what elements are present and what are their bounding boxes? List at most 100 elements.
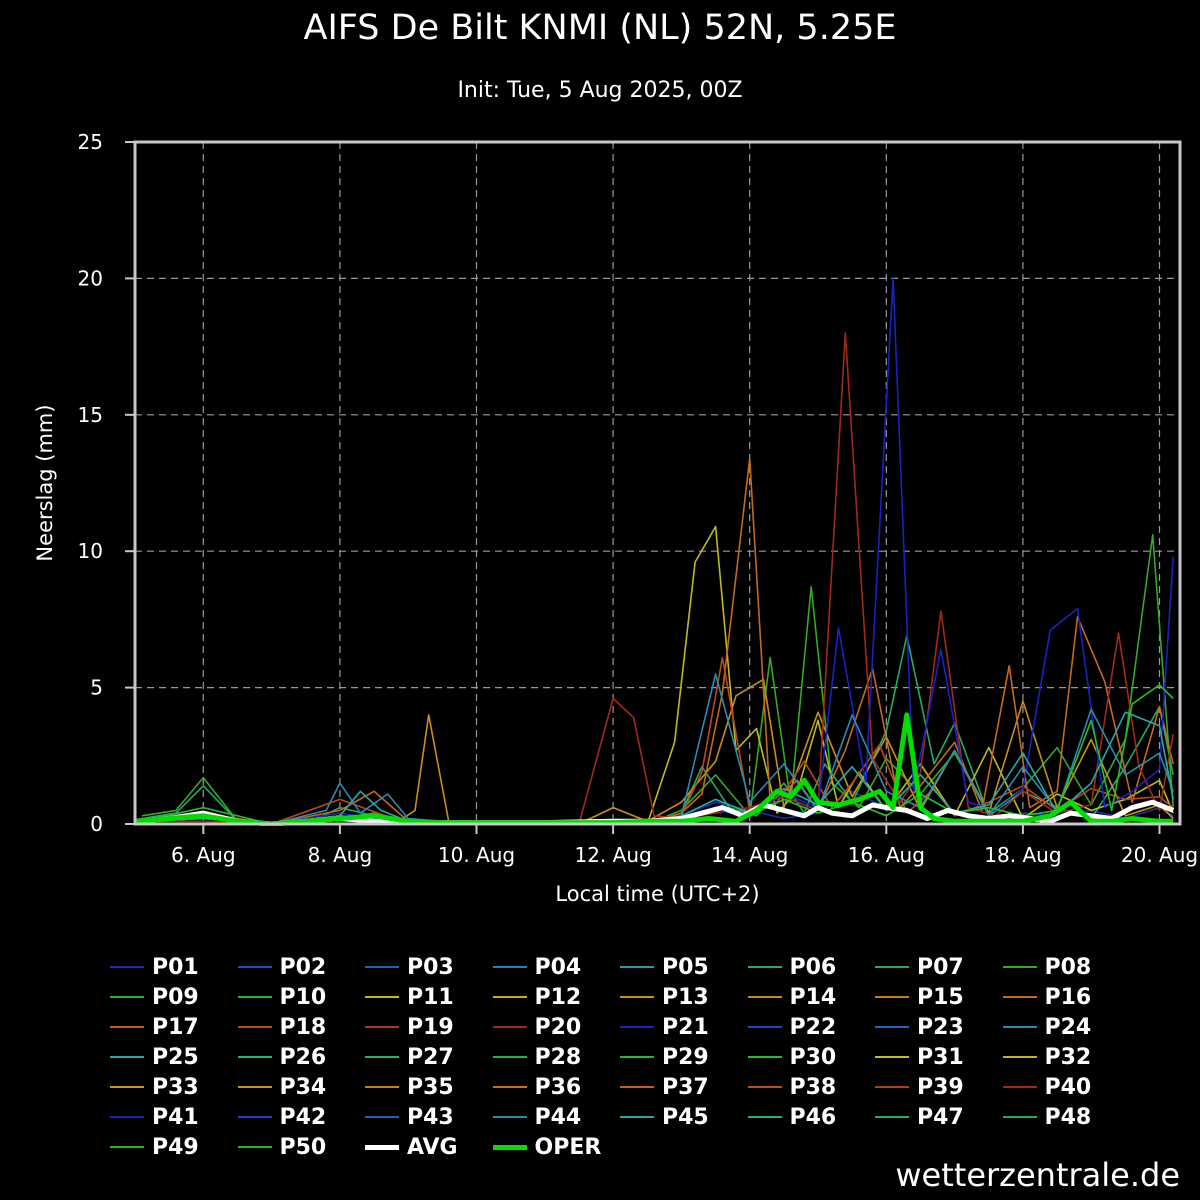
legend-item-p28: P28 (492, 1042, 582, 1072)
y-tick-label: 0 (90, 812, 103, 836)
legend-swatch (492, 1026, 527, 1028)
series-line-p13 (141, 678, 1174, 825)
legend-swatch (365, 1026, 399, 1028)
legend-item-p15: P15 (875, 982, 964, 1012)
x-tick-label: 8. Aug (308, 843, 373, 867)
legend-label: P25 (152, 1044, 199, 1070)
legend-item-p05: P05 (620, 952, 709, 982)
x-tick-label: 10. Aug (438, 843, 515, 867)
legend-label: P46 (789, 1104, 837, 1130)
legend-item-p31: P31 (875, 1042, 964, 1072)
legend-item-p19: P19 (365, 1012, 454, 1042)
x-tick-label: 16. Aug (848, 843, 925, 867)
x-tick-label: 14. Aug (711, 843, 788, 867)
legend-label: P20 (534, 1014, 582, 1040)
legend-label: P12 (534, 984, 582, 1010)
legend-swatch (365, 996, 399, 998)
legend-item-p12: P12 (492, 982, 582, 1012)
legend-swatch (875, 1116, 909, 1118)
legend-label: P08 (1044, 954, 1092, 980)
legend-item-p45: P45 (620, 1102, 709, 1132)
legend-label: P14 (789, 984, 837, 1010)
legend-label: P43 (407, 1104, 454, 1130)
legend-label: P41 (152, 1104, 199, 1130)
legend-swatch (237, 1146, 272, 1148)
legend-swatch (110, 996, 144, 998)
legend-item-p30: P30 (747, 1042, 837, 1072)
legend-label: P42 (279, 1104, 327, 1130)
y-tick-label: 15 (78, 403, 103, 427)
legend-item-p38: P38 (747, 1072, 836, 1102)
legend-item-p22: P22 (747, 1012, 836, 1042)
legend-item-p29: P29 (620, 1042, 709, 1072)
legend-swatch (1002, 996, 1037, 998)
legend-label: P36 (534, 1074, 582, 1100)
legend-label: P35 (407, 1074, 454, 1100)
legend-item-p21: P21 (620, 1012, 709, 1042)
legend-swatch (492, 1144, 527, 1150)
legend-item-p48: P48 (1002, 1102, 1092, 1132)
legend-swatch (747, 1116, 782, 1118)
legend-item-p44: P44 (492, 1102, 581, 1132)
legend-swatch (620, 1056, 654, 1058)
series-line-p30 (141, 684, 1174, 825)
legend-item-p39: P39 (875, 1072, 964, 1102)
legend-swatch (1002, 1056, 1037, 1058)
legend-label: P04 (534, 954, 582, 980)
series-line-p16 (141, 457, 1174, 825)
legend-label: P02 (279, 954, 327, 980)
legend-item-p25: P25 (110, 1042, 199, 1072)
legend-label: P40 (1044, 1074, 1092, 1100)
legend-label: P32 (1044, 1044, 1092, 1070)
legend-swatch (1002, 1116, 1037, 1118)
legend-label: P28 (534, 1044, 582, 1070)
x-tick-label: 20. Aug (1121, 843, 1198, 867)
chart-subtitle: Init: Tue, 5 Aug 2025, 00Z (457, 78, 743, 103)
legend-swatch (747, 996, 782, 998)
legend-label: P05 (662, 954, 709, 980)
legend-item-oper: OPER (492, 1132, 601, 1162)
legend-label: P03 (407, 954, 454, 980)
legend-label: P06 (789, 954, 837, 980)
legend-swatch (365, 1116, 399, 1118)
legend-label: P30 (789, 1044, 837, 1070)
legend-swatch (1002, 1026, 1037, 1028)
x-tick-label: 18. Aug (984, 843, 1061, 867)
legend-swatch (110, 966, 144, 968)
legend-label: P50 (279, 1134, 327, 1160)
legend-item-p47: P47 (875, 1102, 964, 1132)
legend-item-p40: P40 (1002, 1072, 1092, 1102)
chart-title: AIFS De Bilt KNMI (NL) 52N, 5.25E (303, 8, 897, 48)
legend-item-p37: P37 (620, 1072, 709, 1102)
legend-swatch (620, 966, 654, 968)
legend-swatch (620, 1086, 654, 1088)
y-tick-label: 5 (90, 676, 103, 700)
plot-frame (133, 140, 1182, 826)
legend-swatch (110, 1086, 144, 1088)
legend-swatch (365, 1086, 399, 1088)
legend-swatch (875, 1086, 909, 1088)
legend-label: P48 (1044, 1104, 1092, 1130)
legend-swatch (620, 996, 654, 998)
legend-label: P21 (662, 1014, 709, 1040)
legend-swatch (492, 996, 527, 998)
legend-label: P34 (279, 1074, 327, 1100)
legend-item-p01: P01 (110, 952, 199, 982)
legend-label: P49 (152, 1134, 199, 1160)
legend-swatch (875, 1026, 909, 1028)
legend-item-p35: P35 (365, 1072, 454, 1102)
legend-item-p43: P43 (365, 1102, 454, 1132)
legend-item-p20: P20 (492, 1012, 582, 1042)
y-tick-label: 20 (78, 266, 103, 290)
x-tick-label: 6. Aug (171, 843, 236, 867)
series-line-p11 (141, 525, 1174, 825)
legend-swatch (747, 966, 782, 968)
legend-swatch (1002, 1086, 1037, 1088)
legend-label: P13 (662, 984, 709, 1010)
legend-label: P29 (662, 1044, 709, 1070)
legend-label: P37 (662, 1074, 709, 1100)
legend-swatch (875, 996, 909, 998)
legend-label: P07 (917, 954, 964, 980)
legend-label: P27 (407, 1044, 454, 1070)
legend-item-p18: P18 (237, 1012, 326, 1042)
